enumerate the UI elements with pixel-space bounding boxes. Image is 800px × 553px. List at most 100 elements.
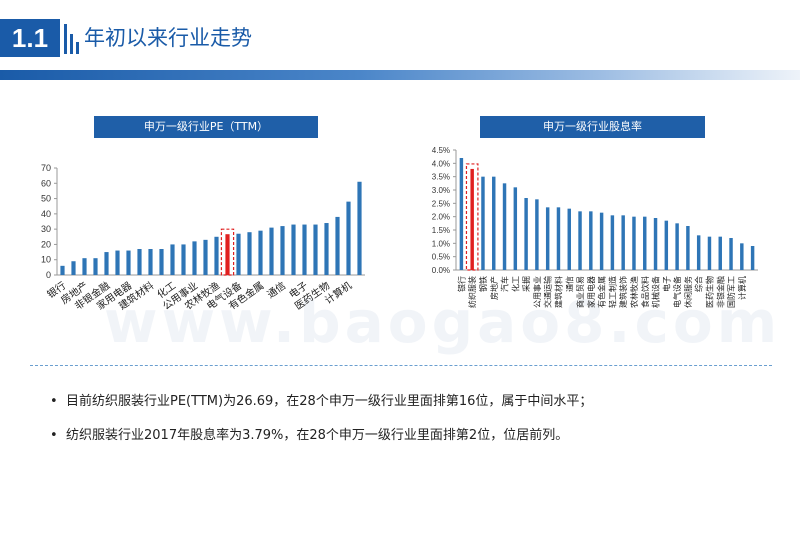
dividend-bar: [492, 176, 496, 270]
dividend-bar: [696, 235, 701, 270]
header-stripe-2: [70, 34, 73, 54]
pe-y-tick-label: 50: [41, 194, 51, 204]
dividend-bar: [535, 199, 539, 270]
dividend-category-label: 食品饮料: [640, 276, 650, 308]
bullet-dividend: • 纺织服装行业2017年股息率为3.79%，在28个申万一级行业里面排第2位，位…: [50, 424, 568, 443]
dividend-category-label: 家用电器: [586, 276, 596, 308]
dividend-category-label: 医药生物: [704, 276, 714, 308]
pe-bar: [137, 249, 142, 275]
dividend-category-label: 综合: [694, 276, 704, 292]
dividend-bar: [653, 218, 658, 270]
dividend-y-tick-label: 0.5%: [432, 253, 450, 262]
dividend-category-label: 商业贸易: [575, 276, 585, 308]
dividend-category-label: 电气设备: [672, 276, 682, 308]
pe-bar: [324, 223, 329, 275]
dividend-bar: [513, 187, 518, 270]
dividend-bar: [740, 243, 744, 270]
pe-bar: [203, 239, 208, 275]
dividend-category-label: 有色金属: [597, 276, 607, 308]
dividend-category-label: 通信: [564, 276, 574, 292]
dividend-bar: [718, 236, 722, 270]
pe-bar: [313, 224, 318, 275]
dividend-category-label: 纺织服装: [467, 276, 477, 308]
bullet-dividend-text: 纺织服装行业2017年股息率为3.79%，在28个申万一级行业里面排第2位，位居…: [66, 428, 569, 443]
dividend-y-tick-label: 1.0%: [432, 239, 450, 248]
pe-bar: [115, 250, 120, 275]
bullet-pe-text: 目前纺织服装行业PE(TTM)为26.69，在28个申万一级行业里面排第16位，…: [66, 394, 593, 409]
pe-bar: [82, 258, 87, 275]
dividend-highlight-box: [465, 163, 479, 271]
pe-bar: [236, 233, 241, 275]
pe-bar: [214, 236, 219, 275]
pe-bar: [192, 241, 197, 275]
pe-bar: [357, 181, 362, 275]
watermark: www.baogao8.com: [104, 288, 782, 356]
pe-bar: [71, 261, 76, 275]
dividend-bar: [502, 183, 507, 270]
page-title: 年初以来行业走势: [84, 26, 252, 50]
pe-bar: [126, 250, 131, 275]
header-stripe-3: [76, 42, 79, 54]
pe-bar: [346, 201, 351, 275]
pe-bar: [335, 216, 340, 275]
dividend-category-label: 化工: [510, 276, 520, 292]
dividend-y-tick-label: 4.5%: [432, 146, 450, 155]
dividend-category-label: 非银金融: [715, 276, 725, 308]
pe-y-tick-label: 0: [46, 270, 51, 280]
pe-y-tick-label: 40: [41, 209, 51, 219]
bullet-pe: • 目前纺织服装行业PE(TTM)为26.69，在28个申万一级行业里面排第16位…: [50, 390, 592, 409]
dividend-y-tick-label: 3.5%: [432, 173, 450, 182]
dividend-bar: [707, 236, 712, 270]
dividend-y-tick-label: 3.0%: [432, 186, 450, 195]
pe-bar: [280, 226, 285, 275]
dividend-category-label: 轻工制造: [607, 276, 617, 308]
dividend-chart-title: 申万一级行业股息率: [480, 116, 705, 138]
dividend-bar: [567, 208, 571, 270]
dividend-category-label: 汽车: [500, 276, 510, 292]
pe-bar: [225, 234, 230, 275]
dividend-y-tick-label: 0.0%: [432, 266, 450, 275]
section-number-badge: 1.1: [0, 19, 60, 57]
header-band: [0, 70, 800, 80]
dividend-category-label: 农林牧渔: [629, 276, 639, 308]
pe-category-label: 通信: [265, 280, 288, 301]
dividend-category-label: 计算机: [737, 276, 747, 300]
dividend-bar: [599, 212, 604, 270]
dividend-category-label: 公用事业: [532, 276, 542, 308]
pe-bar: [258, 230, 263, 275]
pe-bar: [93, 258, 98, 275]
pe-bar: [170, 244, 175, 275]
pe-bar: [302, 224, 307, 275]
dividend-category-label: 交通运输: [543, 276, 553, 308]
dividend-category-label: 采掘: [521, 276, 531, 292]
bullet-marker: •: [50, 428, 58, 443]
pe-bar: [269, 227, 274, 275]
pe-bar: [247, 232, 252, 275]
header-stripe-1: [64, 24, 67, 54]
pe-bar: [148, 249, 153, 275]
dividend-category-label: 钢铁: [478, 276, 488, 292]
dividend-bar: [610, 215, 615, 270]
pe-chart-title: 申万一级行业PE（TTM）: [94, 116, 318, 138]
dividend-bar: [481, 176, 485, 270]
dividend-bar: [556, 207, 561, 270]
dividend-category-label: 机械设备: [651, 276, 661, 308]
pe-y-tick-label: 20: [41, 239, 51, 249]
dividend-bar: [524, 198, 528, 270]
dividend-bar: [664, 220, 669, 270]
dividend-bar: [632, 216, 636, 270]
dividend-bar: [675, 223, 679, 270]
dividend-y-tick-label: 1.5%: [432, 226, 450, 235]
dividend-bar: [470, 168, 474, 270]
bullet-marker: •: [50, 394, 58, 409]
pe-y-tick-label: 70: [41, 163, 51, 173]
dividend-category-label: 休闲服务: [683, 276, 693, 308]
dividend-bar: [621, 215, 625, 270]
dividend-y-tick-label: 2.0%: [432, 213, 450, 222]
pe-bar: [159, 249, 164, 275]
dividend-bar: [589, 211, 593, 270]
dividend-bar: [750, 246, 755, 270]
pe-bar: [104, 252, 109, 275]
pe-bar: [291, 224, 296, 275]
